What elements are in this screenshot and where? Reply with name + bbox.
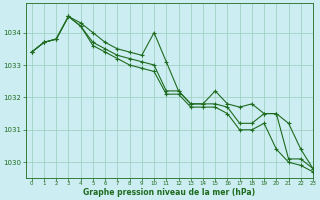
X-axis label: Graphe pression niveau de la mer (hPa): Graphe pression niveau de la mer (hPa)	[83, 188, 255, 197]
